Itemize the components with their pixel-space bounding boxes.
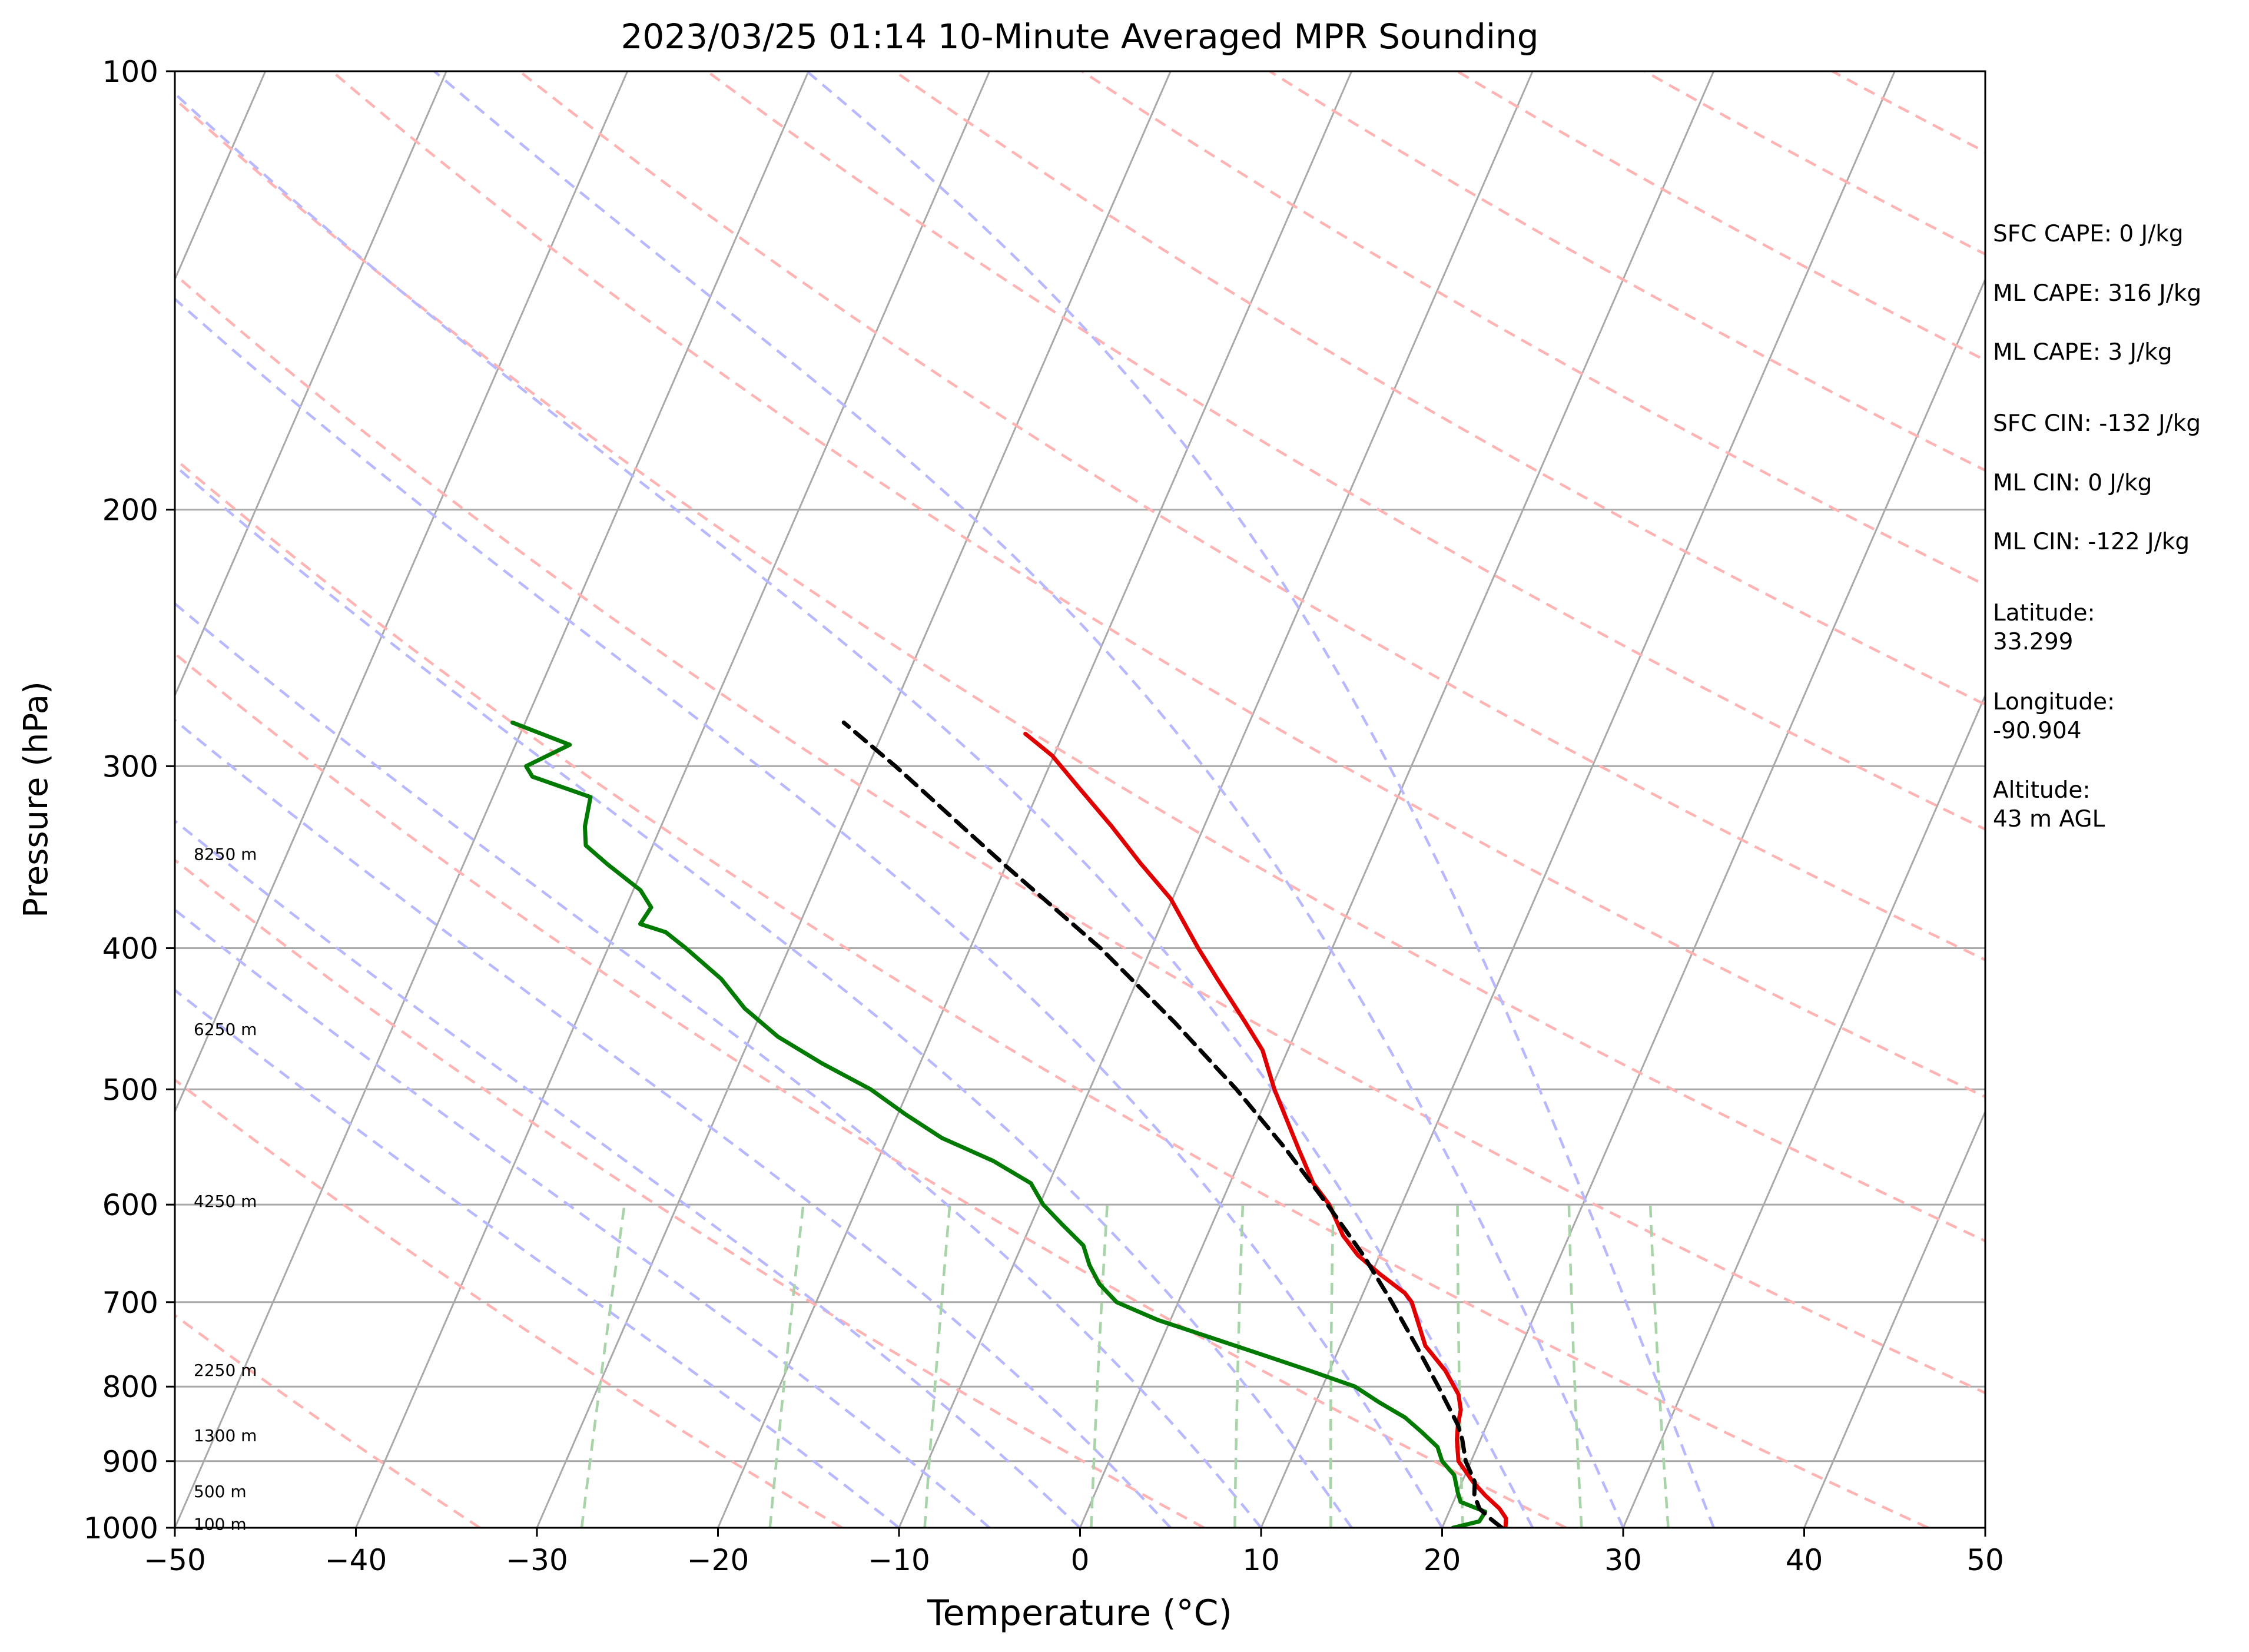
height-label: 4250 m — [194, 1192, 257, 1211]
latitude-value: 33.299 — [1993, 629, 2074, 655]
dry-adiabat-line — [175, 97, 1985, 1243]
height-label: 6250 m — [194, 1020, 257, 1039]
y-tick-label: 500 — [102, 1073, 158, 1107]
moist-adiabat-line — [175, 602, 1262, 1528]
mixing-ratio-line — [768, 1204, 805, 1528]
moist-adiabat-line — [805, 71, 1715, 1528]
sfc-cape-text: SFC CAPE: 0 J/kg — [1993, 221, 2184, 247]
isotherm-line — [175, 71, 447, 698]
sfc-cin-text: SFC CIN: -132 J/kg — [1993, 410, 2201, 437]
x-tick-label: 40 — [1786, 1543, 1823, 1577]
y-tick-label: 900 — [102, 1445, 158, 1479]
moist-adiabat-line — [175, 819, 1082, 1528]
dry-adiabat-line — [175, 457, 1929, 1528]
height-label: 8250 m — [194, 845, 257, 864]
dry-adiabat-line — [1081, 71, 1985, 587]
height-label: 2250 m — [194, 1361, 257, 1380]
latitude-label: Latitude: — [1993, 600, 2095, 626]
isotherm-line — [1622, 693, 1985, 1528]
x-tick-label: −10 — [868, 1543, 930, 1577]
moist-adiabat-line — [175, 91, 1534, 1528]
y-tick-label: 1000 — [84, 1511, 158, 1545]
mixing-ratio-line — [1233, 1205, 1245, 1528]
moist-adiabat-line — [175, 464, 1353, 1528]
isotherm-line — [175, 71, 810, 1528]
isotherm-line — [355, 71, 991, 1528]
mixing-ratio-line — [1329, 1205, 1335, 1528]
mixing-ratio-line — [1648, 1205, 1670, 1528]
dry-adiabat-line — [331, 71, 1985, 1099]
axes: −50 −40 −30 −20 −10 0 10 20 30 40 50 1000 900 800 700 6… — [84, 55, 2004, 1577]
profile-line-2 — [510, 720, 1488, 1528]
mixing-ratio-line — [580, 1204, 626, 1528]
longitude-value: -90.904 — [1993, 718, 2082, 744]
height-label: 1300 m — [194, 1426, 257, 1445]
altitude-label: Altitude: — [1993, 777, 2091, 804]
longitude-label: Longitude: — [1993, 689, 2115, 715]
isotherm-line — [717, 71, 1353, 1528]
height-label: 500 m — [194, 1482, 247, 1501]
moist-adiabat-line — [175, 718, 1172, 1528]
ml-cape-text-2: ML CAPE: 3 J/kg — [1993, 339, 2172, 366]
x-axis-label: Temperature (°C) — [927, 1593, 1232, 1634]
x-tick-label: −40 — [325, 1543, 387, 1577]
isotherm-line — [1260, 71, 1896, 1528]
background-lines — [175, 71, 1985, 1528]
altitude-value: 43 m AGL — [1993, 806, 2105, 832]
dry-adiabat-line — [175, 1078, 843, 1528]
x-tick-label: −50 — [144, 1543, 206, 1577]
isotherm-line — [536, 71, 1172, 1528]
isotherm-line — [1803, 1109, 1985, 1528]
chart-title: 2023/03/25 01:14 10-Minute Averaged MPR … — [621, 16, 1538, 57]
mixing-ratio-line — [1090, 1204, 1109, 1528]
height-label: 100 m — [194, 1515, 247, 1534]
mixing-ratio-line — [1567, 1205, 1583, 1528]
y-tick-label: 300 — [102, 749, 158, 784]
x-tick-label: −30 — [506, 1543, 568, 1577]
x-tick-label: 30 — [1604, 1543, 1642, 1577]
y-tick-label: 800 — [102, 1370, 158, 1404]
moist-adiabat-line — [175, 297, 1444, 1528]
y-tick-label: 100 — [102, 55, 158, 89]
dry-adiabat-line — [894, 71, 1985, 706]
x-tick-label: 50 — [1966, 1543, 2004, 1577]
x-tick-label: 10 — [1242, 1543, 1280, 1577]
height-labels: 100 m 500 m 1300 m 2250 m 4250 m 6250 m 8250 m — [194, 845, 257, 1534]
profile-line-3 — [841, 720, 1504, 1528]
moist-adiabat-line — [175, 908, 991, 1528]
x-tick-label: −20 — [687, 1543, 749, 1577]
dry-adiabat-line — [175, 652, 1567, 1528]
y-tick-label: 400 — [102, 931, 158, 966]
dry-adiabat-line — [175, 273, 1985, 1395]
ml-cin-text-2: ML CIN: -122 J/kg — [1993, 529, 2190, 555]
isotherm-line — [1079, 71, 1715, 1528]
parameter-panel: SFC CAPE: 0 J/kg ML CAPE: 316 J/kg ML CA… — [1993, 0, 2246, 1652]
profile-lines — [510, 720, 1508, 1528]
ml-cin-text: ML CIN: 0 J/kg — [1993, 470, 2152, 496]
moist-adiabat-line — [433, 71, 1625, 1528]
isotherm-line — [898, 71, 1534, 1528]
ml-cape-text: ML CAPE: 316 J/kg — [1993, 280, 2202, 307]
dry-adiabat-line — [175, 858, 1205, 1528]
dry-adiabat-line — [1269, 71, 1985, 472]
x-tick-label: 20 — [1424, 1543, 1461, 1577]
moist-adiabat-line — [175, 988, 900, 1528]
mixing-ratio-line — [923, 1204, 951, 1528]
isotherm-line — [1441, 277, 1985, 1528]
y-tick-label: 200 — [102, 493, 158, 528]
y-tick-label: 600 — [102, 1188, 158, 1222]
x-tick-label: 0 — [1071, 1543, 1090, 1577]
y-tick-label: 700 — [102, 1286, 158, 1320]
mixing-ratio-line — [1456, 1205, 1464, 1528]
isotherm-line — [175, 71, 629, 1114]
profile-line-1 — [1023, 731, 1508, 1528]
y-axis-label: Pressure (hPa) — [17, 681, 55, 918]
